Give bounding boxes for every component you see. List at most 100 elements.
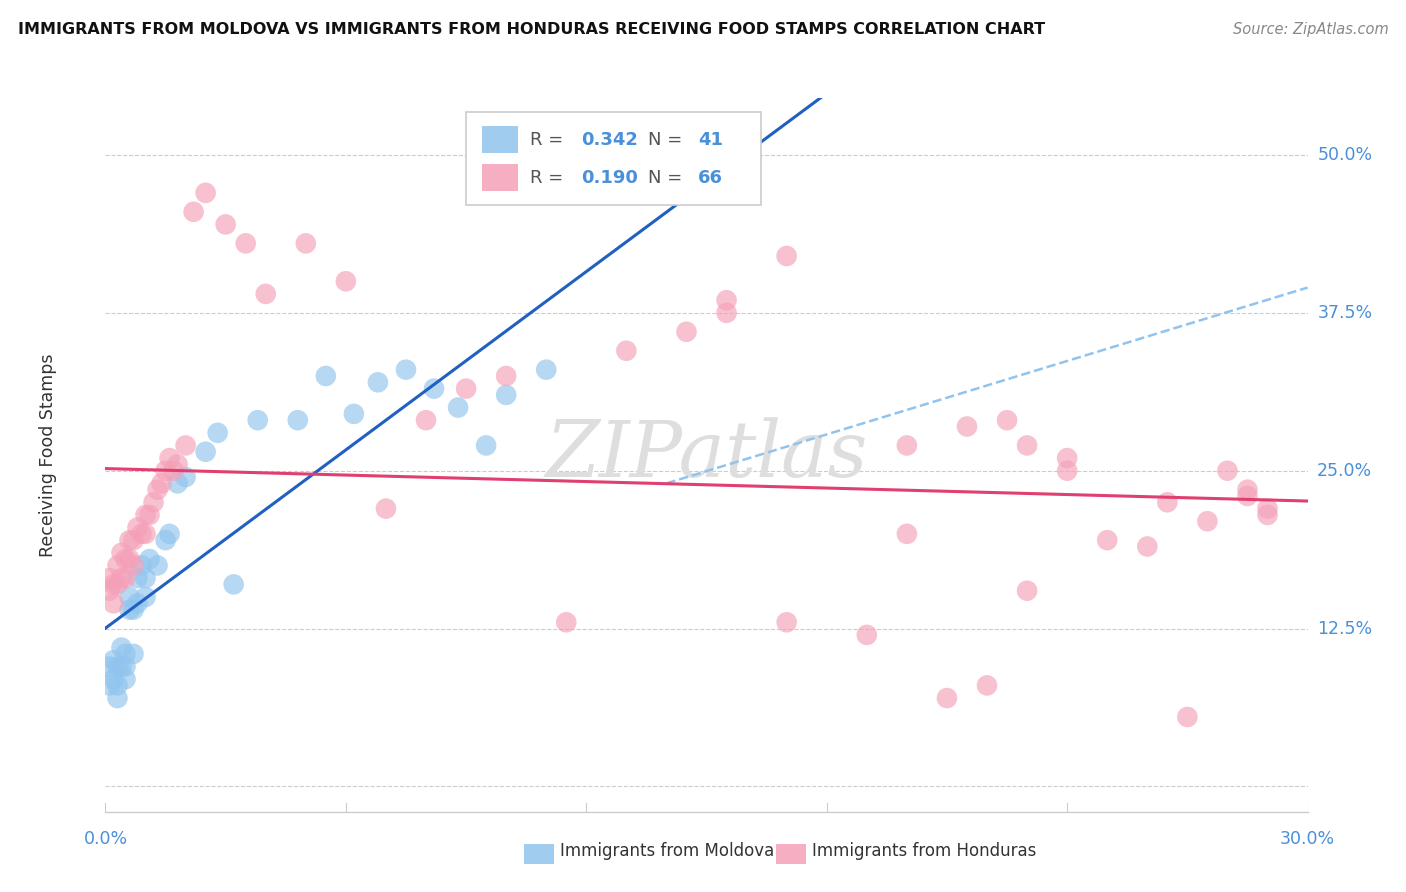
Text: 12.5%: 12.5% [1317,620,1372,638]
Text: 50.0%: 50.0% [1317,146,1372,164]
Point [555,615,578,630]
Point [246,413,269,427]
Point [423,382,446,396]
Point [534,362,557,376]
Point [155,464,177,478]
Point [166,458,188,472]
Text: 37.5%: 37.5% [1317,304,1372,322]
Point [776,249,799,263]
Point [166,476,188,491]
Point [155,533,177,548]
Point [98,583,121,598]
Point [127,571,149,585]
Point [110,571,132,585]
Point [159,451,181,466]
Text: 25.0%: 25.0% [1317,462,1372,480]
Point [183,204,205,219]
Point [415,413,437,427]
Point [103,577,125,591]
Point [254,286,277,301]
Point [114,672,136,686]
Point [110,546,132,560]
Bar [482,164,517,191]
Point [110,640,132,655]
Point [495,388,517,402]
Point [107,659,129,673]
Point [214,218,236,232]
Text: R =: R = [530,131,569,149]
Point [138,508,160,522]
Point [135,590,157,604]
Text: N =: N = [648,131,688,149]
Point [616,343,638,358]
Bar [524,844,554,863]
Point [207,425,229,440]
Text: ZIPatlas: ZIPatlas [546,417,868,493]
Point [146,483,169,497]
Point [194,444,217,458]
Text: 0.342: 0.342 [582,131,638,149]
Point [343,407,366,421]
Point [174,438,197,452]
Point [107,678,129,692]
Point [447,401,470,415]
Point [98,678,121,692]
Point [131,526,153,541]
Point [1236,483,1258,497]
Text: Immigrants from Honduras: Immigrants from Honduras [813,842,1036,860]
Point [174,470,197,484]
Point [995,413,1018,427]
Point [107,558,129,573]
Point [1177,710,1199,724]
Bar [482,127,517,153]
Point [222,577,245,591]
Point [1236,489,1258,503]
Point [1257,501,1279,516]
Point [135,526,157,541]
Point [135,508,157,522]
Point [98,659,121,673]
Point [976,678,998,692]
Point [896,526,918,541]
Text: 30.0%: 30.0% [1279,830,1336,847]
Point [1017,583,1039,598]
Text: 0.190: 0.190 [582,169,638,186]
Point [162,464,184,478]
Point [1156,495,1178,509]
Point [1197,514,1219,528]
Point [454,382,477,396]
Text: 66: 66 [699,169,723,186]
Point [127,520,149,534]
Point [127,596,149,610]
Point [495,369,517,384]
Point [122,558,145,573]
Point [675,325,697,339]
Point [118,590,141,604]
Point [114,571,136,585]
Point [896,438,918,452]
Point [122,533,145,548]
Point [776,615,799,630]
Text: 41: 41 [699,131,723,149]
Text: 0.0%: 0.0% [83,830,128,847]
Point [855,628,877,642]
Text: Receiving Food Stamps: Receiving Food Stamps [39,353,56,557]
Point [1056,464,1078,478]
Text: N =: N = [648,169,688,186]
Point [118,552,141,566]
Point [118,533,141,548]
Point [146,558,169,573]
Point [936,691,959,706]
Bar [776,844,806,863]
Point [1097,533,1119,548]
Point [194,186,217,200]
Point [159,526,181,541]
Point [122,647,145,661]
Point [315,369,337,384]
Point [138,552,160,566]
Text: R =: R = [530,169,569,186]
Point [114,659,136,673]
Point [395,362,418,376]
Point [335,274,357,288]
Point [103,653,125,667]
